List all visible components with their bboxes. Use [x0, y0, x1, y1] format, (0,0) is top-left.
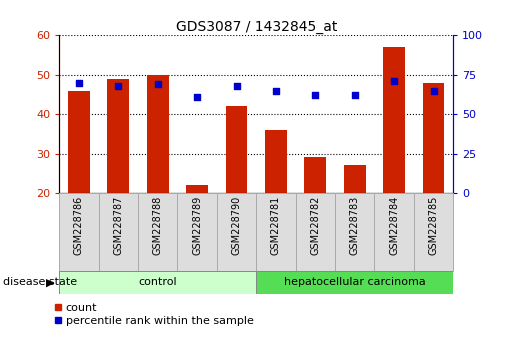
Point — [114, 83, 123, 88]
Point — [311, 92, 319, 98]
Point — [153, 81, 162, 87]
Bar — [186, 185, 208, 193]
Bar — [414, 193, 453, 271]
Bar — [383, 47, 405, 193]
Point — [193, 94, 201, 100]
Bar — [344, 165, 366, 193]
Bar — [304, 158, 326, 193]
Bar — [59, 193, 99, 271]
Bar — [296, 193, 335, 271]
Bar — [147, 75, 168, 193]
Point — [75, 80, 83, 85]
Text: GSM228786: GSM228786 — [74, 195, 84, 255]
Bar — [177, 193, 217, 271]
Point — [232, 83, 241, 88]
Point — [390, 78, 398, 84]
Text: GSM228787: GSM228787 — [113, 195, 123, 255]
Bar — [335, 193, 374, 271]
Bar — [59, 271, 256, 294]
Text: GSM228782: GSM228782 — [311, 195, 320, 255]
Text: GSM228790: GSM228790 — [232, 195, 242, 255]
Title: GDS3087 / 1432845_at: GDS3087 / 1432845_at — [176, 21, 337, 34]
Point — [351, 92, 359, 98]
Bar — [265, 130, 287, 193]
Text: GSM228789: GSM228789 — [192, 195, 202, 255]
Text: GSM228781: GSM228781 — [271, 195, 281, 255]
Bar — [108, 79, 129, 193]
Text: ▶: ▶ — [45, 277, 54, 287]
Bar — [226, 106, 247, 193]
Text: GSM228784: GSM228784 — [389, 195, 399, 255]
Legend: count, percentile rank within the sample: count, percentile rank within the sample — [55, 303, 253, 326]
Text: control: control — [139, 277, 177, 287]
Bar — [217, 193, 256, 271]
Text: GSM228783: GSM228783 — [350, 195, 359, 255]
Bar — [138, 193, 177, 271]
Bar — [256, 193, 296, 271]
Bar — [423, 82, 444, 193]
Text: disease state: disease state — [3, 277, 77, 287]
Bar — [99, 193, 138, 271]
Text: GSM228785: GSM228785 — [428, 195, 438, 255]
Point — [272, 88, 280, 93]
Bar — [374, 193, 414, 271]
Bar — [256, 271, 453, 294]
Bar — [68, 91, 90, 193]
Point — [430, 88, 438, 93]
Text: GSM228788: GSM228788 — [153, 195, 163, 255]
Text: hepatocellular carcinoma: hepatocellular carcinoma — [284, 277, 425, 287]
